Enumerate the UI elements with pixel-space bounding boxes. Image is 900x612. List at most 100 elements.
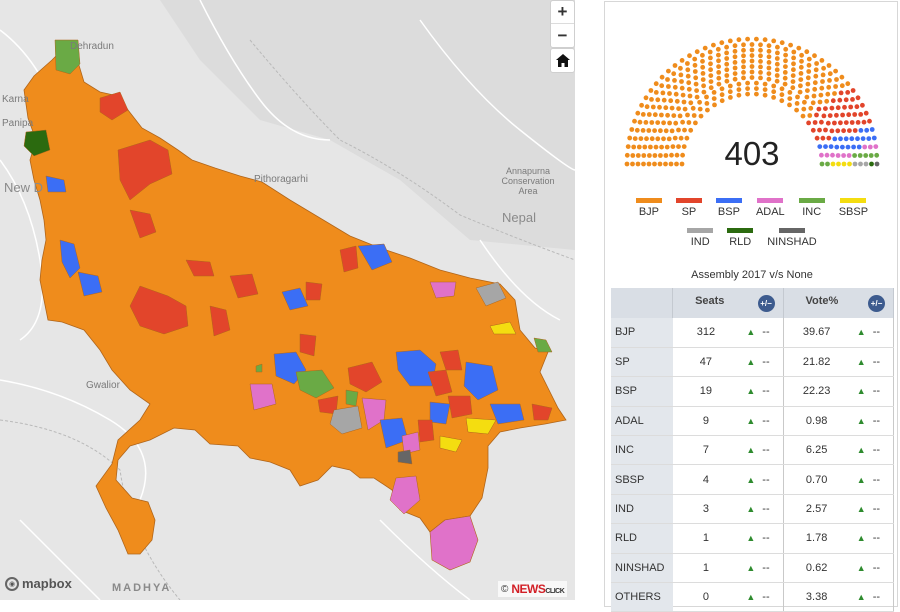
- region-sp-1[interactable]: [99, 91, 129, 121]
- vote-cell: 1.78: [783, 523, 850, 554]
- region-sp-5[interactable]: [185, 259, 215, 277]
- region-adal-4[interactable]: [401, 431, 421, 455]
- seat-dot: [861, 119, 867, 125]
- region-inc-saharanpur[interactable]: [54, 39, 81, 75]
- region-bsp-9[interactable]: [429, 401, 451, 425]
- table-row[interactable]: ADAL 9 ▲ -- 0.98 ▲ --: [611, 406, 894, 437]
- map-canvas[interactable]: [0, 0, 575, 600]
- seat-dot: [774, 67, 780, 73]
- seat-dot: [843, 120, 849, 125]
- table-row[interactable]: RLD 1 ▲ -- 1.78 ▲ --: [611, 523, 894, 554]
- table-row[interactable]: OTHERS 0 ▲ -- 3.38 ▲ --: [611, 582, 894, 612]
- legend-item-rld[interactable]: RLD: [727, 228, 754, 248]
- region-bsp-2[interactable]: [59, 239, 81, 279]
- region-sp-16[interactable]: [531, 403, 553, 421]
- seat-dot: [688, 100, 694, 106]
- region-sp-13[interactable]: [427, 369, 453, 397]
- region-inc-2[interactable]: [533, 337, 553, 353]
- region-adal-2[interactable]: [249, 383, 277, 411]
- region-sbsp-2[interactable]: [465, 417, 497, 435]
- region-sp-3[interactable]: [129, 209, 157, 239]
- legend-item-inc[interactable]: INC: [798, 198, 825, 218]
- legend-item-sp[interactable]: SP: [675, 198, 702, 218]
- legend-item-bsp[interactable]: BSP: [715, 198, 742, 218]
- region-sp-12[interactable]: [347, 361, 383, 393]
- vote-cell: 39.67: [783, 318, 850, 348]
- region-sp-8[interactable]: [305, 281, 323, 301]
- legend-item-adal[interactable]: ADAL: [756, 198, 785, 218]
- region-inc-3[interactable]: [295, 369, 335, 399]
- region-adal-1[interactable]: [429, 281, 457, 299]
- seat-dot: [741, 64, 746, 70]
- seat-dot: [841, 128, 846, 134]
- seat-dot: [783, 46, 789, 52]
- seat-dot: [659, 144, 664, 150]
- region-bsp-10[interactable]: [489, 403, 525, 425]
- seat-dot: [796, 45, 802, 51]
- seat-dot: [827, 113, 833, 118]
- seat-dot: [637, 119, 643, 125]
- seat-dot: [676, 127, 681, 133]
- newsclick-credit[interactable]: © NEWSCLICK: [498, 581, 568, 597]
- region-sp-6[interactable]: [209, 305, 231, 337]
- region-sp-10[interactable]: [299, 333, 317, 357]
- seat-dot: [659, 83, 665, 89]
- region-ind-2[interactable]: [329, 405, 363, 435]
- region-sp-17[interactable]: [417, 419, 435, 443]
- table-row[interactable]: SBSP 4 ▲ -- 0.70 ▲ --: [611, 464, 894, 495]
- region-bsp-8[interactable]: [463, 361, 499, 401]
- legend-label: SBSP: [838, 206, 869, 218]
- vote-toggle-button[interactable]: +/−: [868, 294, 885, 312]
- region-adal-5[interactable]: [389, 475, 421, 515]
- seats-toggle-button[interactable]: +/−: [757, 294, 775, 312]
- seat-dot: [700, 58, 705, 64]
- table-row[interactable]: INC 7 ▲ -- 6.25 ▲ --: [611, 435, 894, 466]
- legend-item-ind[interactable]: IND: [687, 228, 714, 248]
- election-map[interactable]: Dehradun Karna Panipa New D Pithoragarhi…: [0, 0, 575, 600]
- region-ninshad-1[interactable]: [397, 449, 413, 465]
- region-inc-5[interactable]: [255, 363, 263, 373]
- zoom-in-button[interactable]: +: [551, 1, 574, 24]
- mapbox-logo[interactable]: ◉ mapbox: [5, 576, 72, 591]
- region-bsp-4[interactable]: [281, 287, 309, 311]
- seat-dot: [647, 153, 652, 158]
- region-sbsp-3[interactable]: [439, 435, 463, 453]
- table-row[interactable]: BSP 19 ▲ -- 22.23 ▲ --: [611, 376, 894, 407]
- legend-item-sbsp[interactable]: SBSP: [839, 198, 868, 218]
- region-bsp-1[interactable]: [45, 175, 67, 193]
- vote-change-arrow: ▲: [849, 582, 873, 612]
- seat-dot: [643, 95, 649, 101]
- seat-dot: [754, 91, 759, 97]
- region-adal-south[interactable]: [429, 515, 479, 571]
- vote-change-value: --: [872, 582, 894, 612]
- region-sp-9[interactable]: [339, 245, 359, 273]
- table-row[interactable]: BJP 312 ▲ -- 39.67 ▲ --: [611, 318, 894, 348]
- legend-item-bjp[interactable]: BJP: [635, 198, 662, 218]
- region-sbsp-1[interactable]: [489, 321, 517, 335]
- legend-item-ninshad[interactable]: NINSHAD: [767, 228, 817, 248]
- table-row[interactable]: SP 47 ▲ -- 21.82 ▲ --: [611, 347, 894, 378]
- region-bsp-3[interactable]: [77, 271, 103, 297]
- seat-dot: [834, 77, 839, 82]
- region-inc-4[interactable]: [345, 389, 359, 407]
- region-sp-15[interactable]: [447, 395, 473, 419]
- table-row[interactable]: NINSHAD 1 ▲ -- 0.62 ▲ --: [611, 553, 894, 584]
- region-rld-west[interactable]: [23, 129, 51, 157]
- seat-dot: [820, 135, 826, 141]
- seat-dot: [832, 91, 837, 96]
- table-row[interactable]: IND 3 ▲ -- 2.57 ▲ --: [611, 494, 894, 525]
- region-ind-1[interactable]: [475, 281, 507, 307]
- seat-dot: [669, 152, 674, 158]
- zoom-out-button[interactable]: −: [557, 25, 568, 45]
- seat-dot: [863, 110, 869, 116]
- region-sp-2[interactable]: [117, 139, 173, 201]
- seat-dot: [830, 152, 835, 158]
- region-sp-14[interactable]: [439, 349, 463, 371]
- seat-dot: [848, 104, 854, 110]
- region-sp-7[interactable]: [229, 273, 259, 299]
- region-bsp-7[interactable]: [395, 349, 437, 387]
- region-bsp-5[interactable]: [357, 243, 393, 271]
- home-button[interactable]: [551, 49, 574, 72]
- seat-dot: [854, 104, 860, 110]
- region-sp-4[interactable]: [129, 285, 189, 335]
